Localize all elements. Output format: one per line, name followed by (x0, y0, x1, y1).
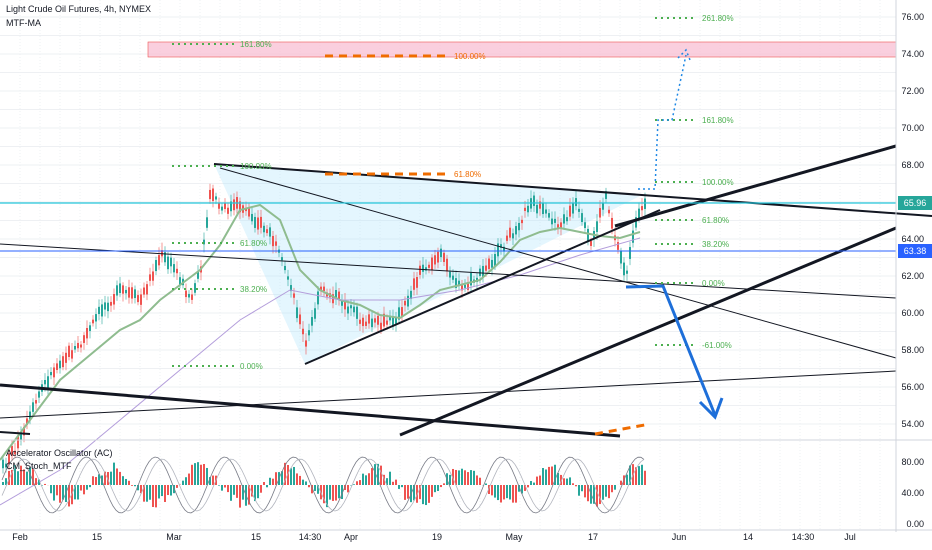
grid (0, 0, 896, 530)
thin-rising-line (0, 370, 897, 419)
fib-label-r-0: 0.00% (702, 279, 725, 288)
triangle-fill (214, 164, 640, 364)
lower-falling-line (0, 383, 621, 438)
price-tick: 64.00 (901, 234, 924, 244)
upper-channel-line (614, 144, 897, 228)
time-label: Mar (166, 532, 182, 542)
indicator-label-mtf-ma[interactable]: MTF-MA (6, 18, 41, 28)
time-label: May (505, 532, 523, 542)
time-label: Feb (12, 532, 28, 542)
time-label: 15 (250, 532, 262, 542)
fib-label-left-382: 38.20% (240, 285, 267, 294)
ma-grey-line (0, 237, 641, 506)
triangle-top-line (213, 163, 932, 217)
fib-label-r-2618: 261.80% (702, 14, 734, 23)
left-bottom-line (0, 431, 31, 435)
fib-label-r-neg61: -61.00% (702, 341, 732, 350)
oscillator-layer (1, 456, 646, 514)
time-label: 15 (91, 532, 103, 542)
lower-channel-line (399, 226, 897, 437)
thin-diagonal-line (219, 167, 897, 359)
fib-label-r-382: 38.20% (702, 240, 729, 249)
osc-tick: 0.00 (906, 519, 924, 529)
time-label: Apr (343, 532, 359, 542)
indicator-label-stoch[interactable]: CM_Stoch_MTF (6, 461, 72, 471)
price-tick: 54.00 (901, 419, 924, 429)
fib-levels (172, 17, 696, 367)
price-tick: 62.00 (901, 271, 924, 281)
fib-label-r-100: 100.00% (702, 178, 734, 187)
ref-price-tag: 63.38 (898, 244, 932, 258)
trendlines (0, 144, 932, 438)
bear-projection-path (625, 284, 717, 416)
fib-label-upper-100: 100.00% (454, 52, 486, 61)
price-tick: 56.00 (901, 382, 924, 392)
time-label: Jun (671, 532, 687, 542)
bull-projection-path (638, 54, 687, 190)
price-tick: 58.00 (901, 345, 924, 355)
price-tick: 74.00 (901, 49, 924, 59)
price-tick: 70.00 (901, 123, 924, 133)
chart-title: Light Crude Oil Futures, 4h, NYMEX (6, 4, 152, 14)
time-label: 14:30 (791, 532, 815, 542)
time-label: 14 (742, 532, 754, 542)
time-label: 17 (587, 532, 599, 542)
price-tick: 76.00 (901, 12, 924, 22)
fib-label-left-0: 0.00% (240, 362, 263, 371)
fib-label-mid-618: 61.80% (454, 170, 481, 179)
bull-projection-arrowhead (677, 48, 691, 61)
fib-label-r-618: 61.80% (702, 216, 729, 225)
fib-label-upper-1618: 161.80% (240, 40, 272, 49)
price-tick: 72.00 (901, 86, 924, 96)
last-price-tag: 65.96 (898, 196, 932, 210)
price-tick: 60.00 (901, 308, 924, 318)
price-tick: 68.00 (901, 160, 924, 170)
time-label: 14:30 (298, 532, 322, 542)
osc-tick: 40.00 (901, 488, 924, 498)
time-label: 19 (431, 532, 443, 542)
thin-horizontal-line (0, 243, 897, 299)
bear-projection-arrowhead (698, 397, 724, 420)
fib-label-left-100: 100.00% (240, 162, 272, 171)
indicator-label-ac[interactable]: Accelerator Oscillator (AC) (6, 448, 113, 458)
osc-tick: 80.00 (901, 457, 924, 467)
fib-label-left-618: 61.80% (240, 239, 267, 248)
fib-orange-levels (325, 54, 651, 436)
fib-label-r-1618: 161.80% (702, 116, 734, 125)
time-label: Jul (844, 532, 856, 542)
triangle-bottom-line (304, 209, 661, 365)
